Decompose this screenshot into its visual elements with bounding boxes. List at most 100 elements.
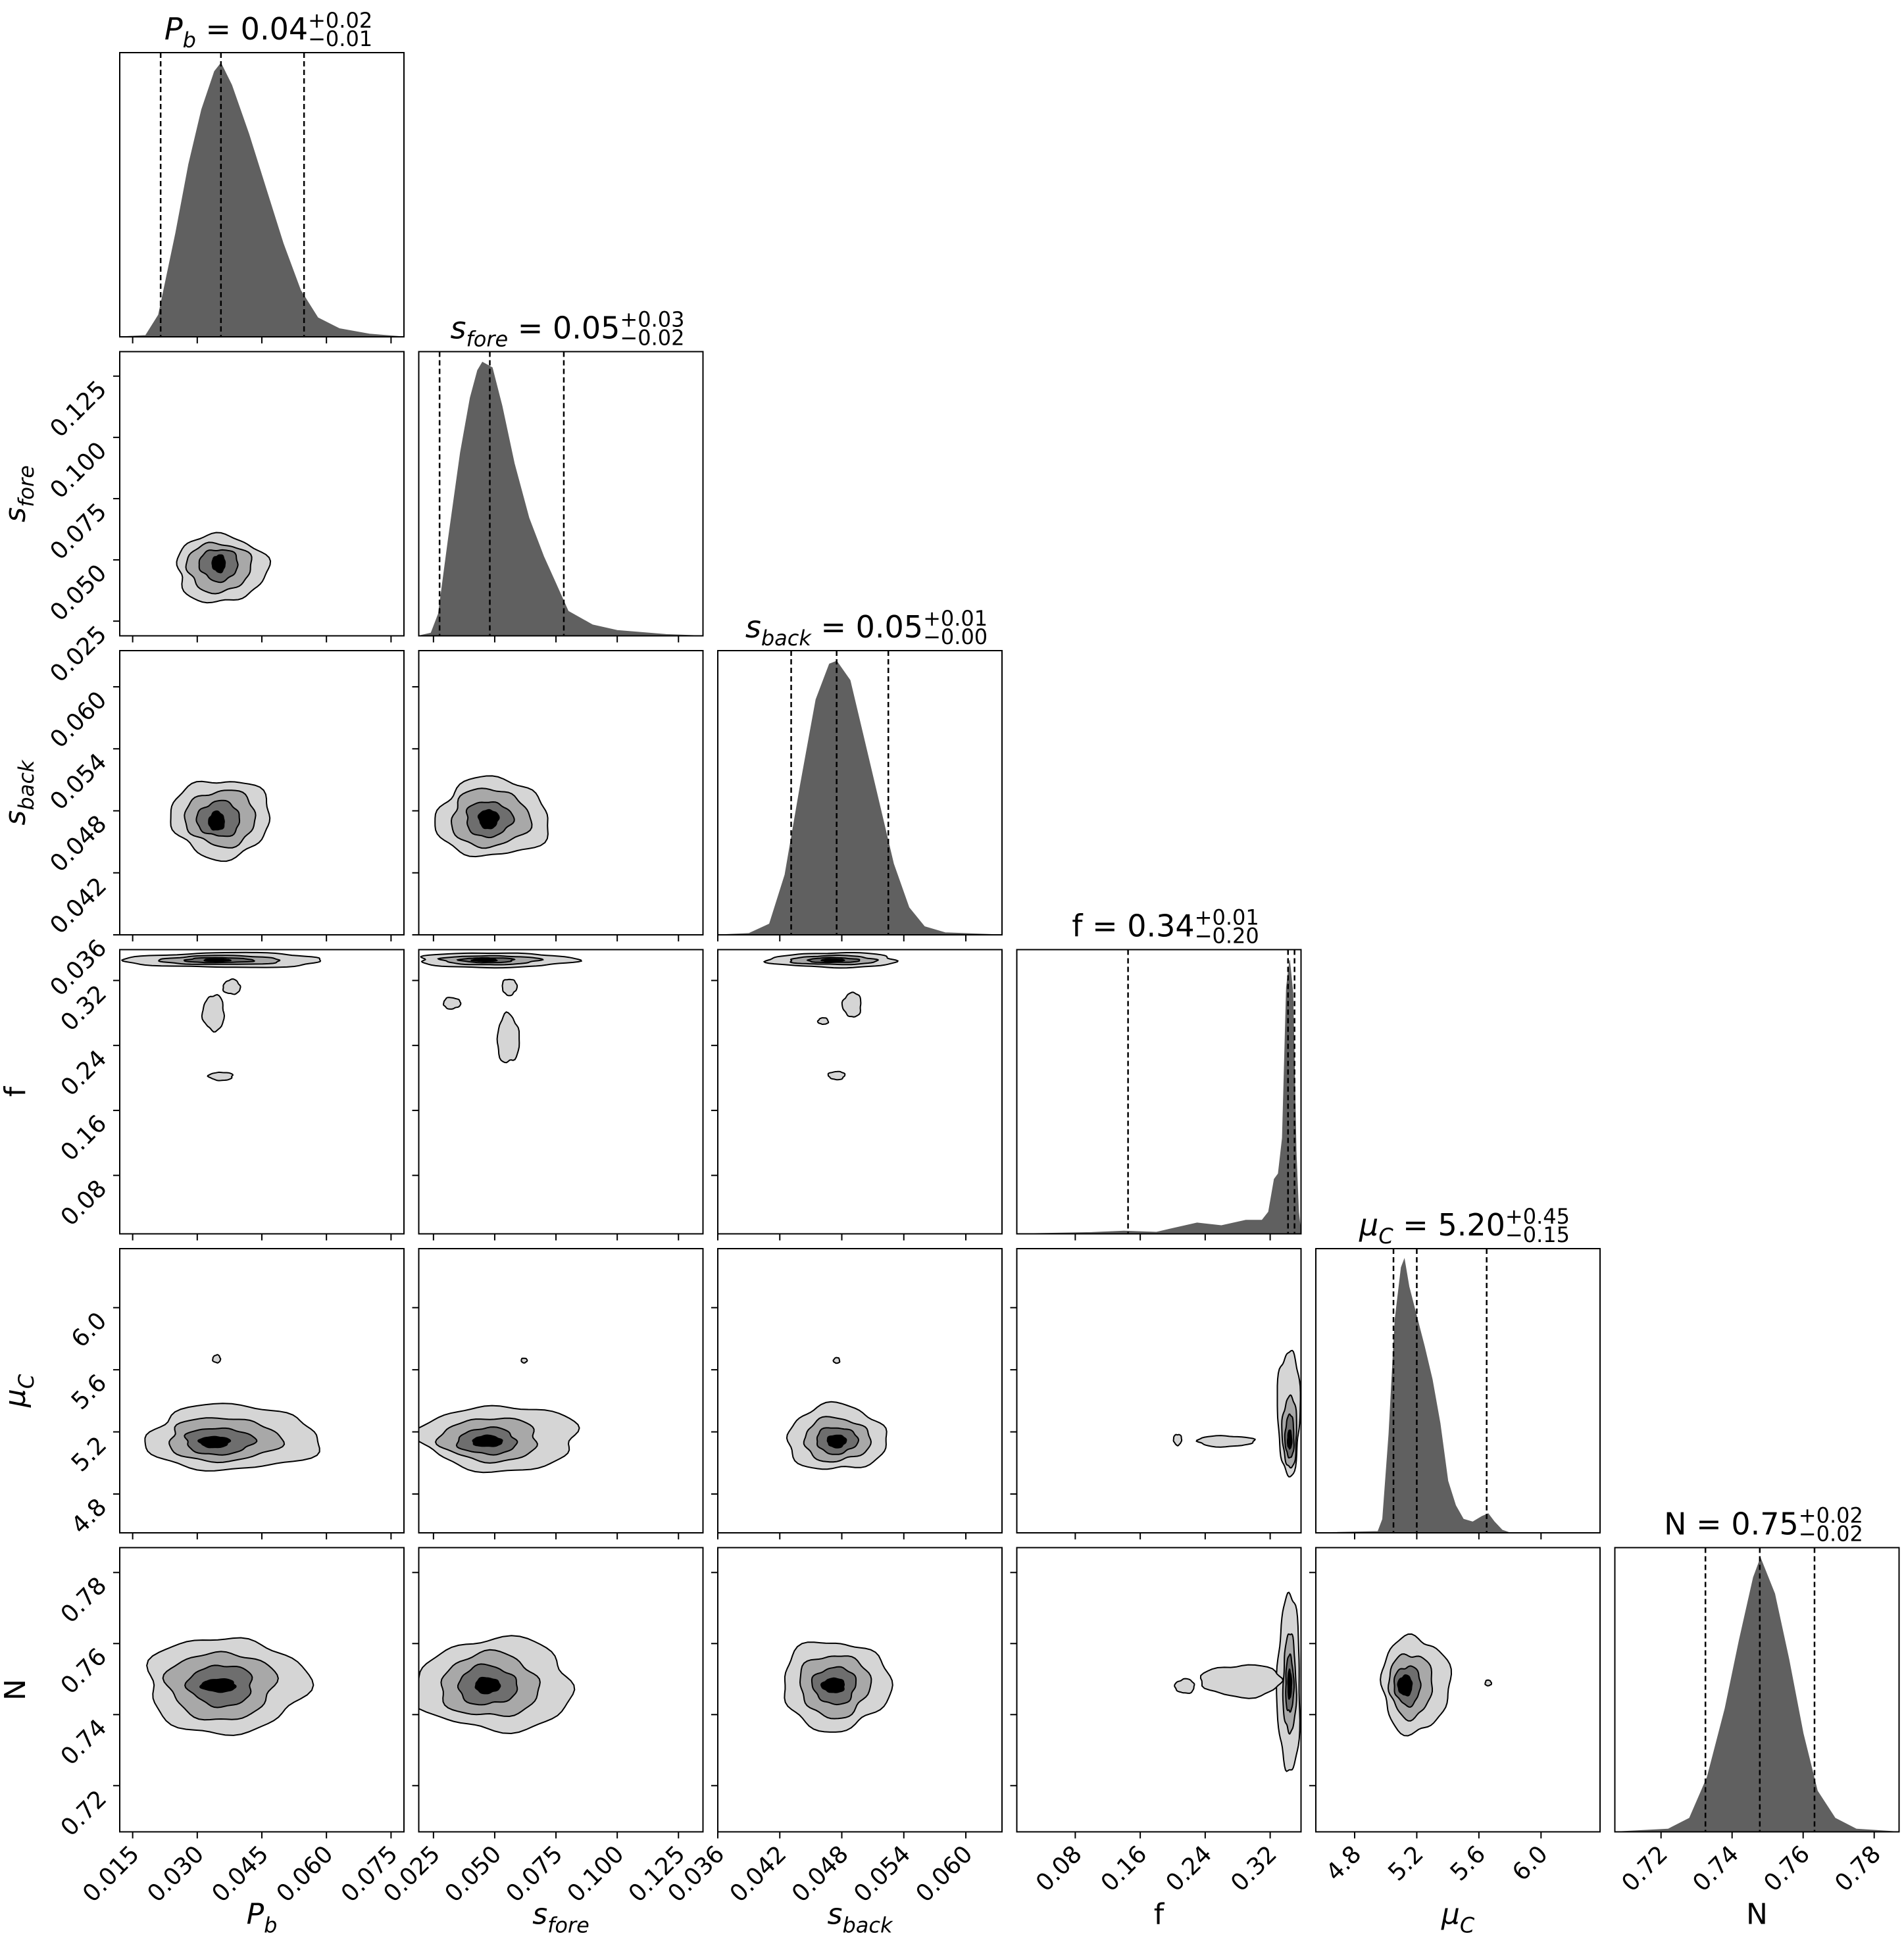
y-tick-label-sback-0-060: 0.060 [45, 686, 112, 753]
x-tick-label-sback-0-054: 0.054 [849, 1841, 916, 1908]
histogram-f [1016, 960, 1301, 1234]
panel-content [170, 780, 271, 862]
x-axis-label-N: N [1746, 1898, 1768, 1932]
x-axis-label-sback: sback [828, 1898, 893, 1938]
y-tick-label-N-0-74: 0.74 [56, 1714, 113, 1771]
panel-frame [717, 949, 1003, 1235]
panel-frame [1016, 1248, 1302, 1533]
panel-frame [418, 949, 704, 1235]
x-tick-label-sback-0-048: 0.048 [787, 1841, 854, 1908]
y-tick-label-f-0-16: 0.16 [56, 1110, 113, 1166]
title-minus-N: −0.02 [1799, 1522, 1863, 1547]
title-Pb: Pb = 0.04+0.02 [164, 8, 372, 53]
contour-island [1172, 1433, 1183, 1447]
contour-level-4 [1287, 1668, 1293, 1701]
panel-content [763, 952, 899, 1081]
panel-frame [1016, 1547, 1302, 1833]
panel-frame [1016, 949, 1302, 1235]
contour-island [442, 997, 462, 1010]
y-tick-label-f-0-08: 0.08 [56, 1175, 113, 1232]
x-tick-label-N-0-76: 0.76 [1759, 1841, 1815, 1897]
x-axis-label-muC: μC [1441, 1898, 1475, 1938]
histogram-sback [718, 660, 1002, 935]
title-sfore: sfore = 0.05+0.03 [451, 307, 685, 352]
panel-Pb-Pb: Pb = 0.04+0.02−0.01 [119, 8, 405, 343]
x-tick-label-sfore-0-100: 0.100 [563, 1841, 630, 1908]
contour-island [841, 991, 862, 1018]
panel-content [418, 1357, 580, 1474]
panel-frame [119, 351, 405, 637]
x-tick-label-f-0-24: 0.24 [1161, 1841, 1218, 1897]
y-tick-label-muC-5-6: 5.6 [66, 1370, 112, 1415]
panel-content [418, 1635, 576, 1735]
panel-N-N: N = 0.75+0.02−0.02 0.72 0.74 0.76 0.78 [1614, 1503, 1900, 1897]
contour-level-4 [197, 1435, 232, 1449]
y-tick-label-N-0-76: 0.76 [56, 1643, 113, 1700]
panel-sfore-f [412, 949, 704, 1241]
x-tick-label-muC-5-6: 5.6 [1445, 1841, 1491, 1886]
title-sback: sback = 0.05+0.01 [745, 606, 988, 651]
histogram-Pb [120, 62, 404, 337]
contour-level-4 [208, 810, 225, 831]
panel-content [1172, 1349, 1301, 1478]
histogram-muC [1316, 1258, 1600, 1533]
panel-Pb-muC: 4.8 5.2 5.6 6.0 [66, 1248, 405, 1539]
panel-frame [717, 1248, 1003, 1533]
contour-island [212, 1354, 222, 1364]
x-tick-label-muC-6-0: 6.0 [1507, 1841, 1553, 1886]
panel-content [1016, 949, 1301, 1234]
x-tick-label-N-0-74: 0.74 [1688, 1841, 1744, 1897]
panel-content [144, 1354, 320, 1472]
y-tick-label-sfore-0-025: 0.025 [45, 621, 112, 688]
y-tick-label-muC-6-0: 6.0 [66, 1307, 112, 1353]
contour-island [832, 1357, 841, 1364]
panel-frame [119, 1248, 405, 1533]
x-tick-label-f-0-32: 0.32 [1226, 1841, 1282, 1897]
panel-content [420, 952, 583, 1064]
panel-content [1316, 1249, 1600, 1533]
y-axis-label-f: f [0, 1085, 32, 1097]
histogram-N [1615, 1557, 1899, 1832]
contour-island [827, 1070, 846, 1081]
x-tick-label-f-0-08: 0.08 [1031, 1841, 1088, 1897]
panel-sfore-muC [412, 1248, 704, 1539]
contour-level-4 [1287, 1429, 1293, 1450]
contour-island [501, 978, 518, 997]
panel-content [1615, 1547, 1899, 1832]
title-f: f = 0.34+0.01 [1072, 905, 1259, 944]
title-minus-f: −0.20 [1195, 924, 1259, 949]
contour-island [816, 1017, 830, 1025]
x-tick-label-muC-5-2: 5.2 [1383, 1841, 1428, 1886]
contour-island [201, 993, 226, 1033]
panel-content [434, 775, 549, 858]
panel-f-muC [1010, 1248, 1302, 1539]
y-tick-label-muC-5-2: 5.2 [66, 1432, 112, 1477]
title-minus-sfore: −0.02 [620, 326, 684, 351]
panel-Pb-f: 0.080.160.240.32 [56, 949, 405, 1241]
x-tick-label-sback-0-060: 0.060 [911, 1841, 978, 1908]
panel-f-N: 0.08 0.16 0.24 0.32 [1010, 1547, 1302, 1897]
panel-content [120, 53, 404, 337]
y-tick-label-sfore-0-100: 0.100 [45, 437, 112, 504]
panel-content [418, 351, 703, 636]
panel-sback-sback: sback = 0.05+0.01−0.00 [717, 606, 1003, 941]
panel-frame [418, 351, 704, 637]
panel-muC-N: 4.8 5.2 5.6 6.0 [1309, 1547, 1601, 1886]
y-axis-label-sback: sback [0, 759, 39, 825]
contour-island [207, 1071, 234, 1082]
y-tick-label-muC-4-8: 4.8 [66, 1493, 112, 1539]
panel-muC-muC: μC = 5.20+0.45−0.15 [1315, 1204, 1601, 1539]
panel-frame [418, 1547, 704, 1833]
contour-level-4 [477, 809, 500, 830]
title-minus-Pb: −0.01 [308, 26, 372, 51]
panel-content [176, 532, 272, 604]
x-tick-label-f-0-16: 0.16 [1096, 1841, 1153, 1897]
panel-content [120, 951, 322, 1082]
panel-frame [418, 1248, 704, 1533]
contour-level-4 [820, 1677, 845, 1693]
x-tick-label-N-0-78: 0.78 [1830, 1841, 1886, 1897]
